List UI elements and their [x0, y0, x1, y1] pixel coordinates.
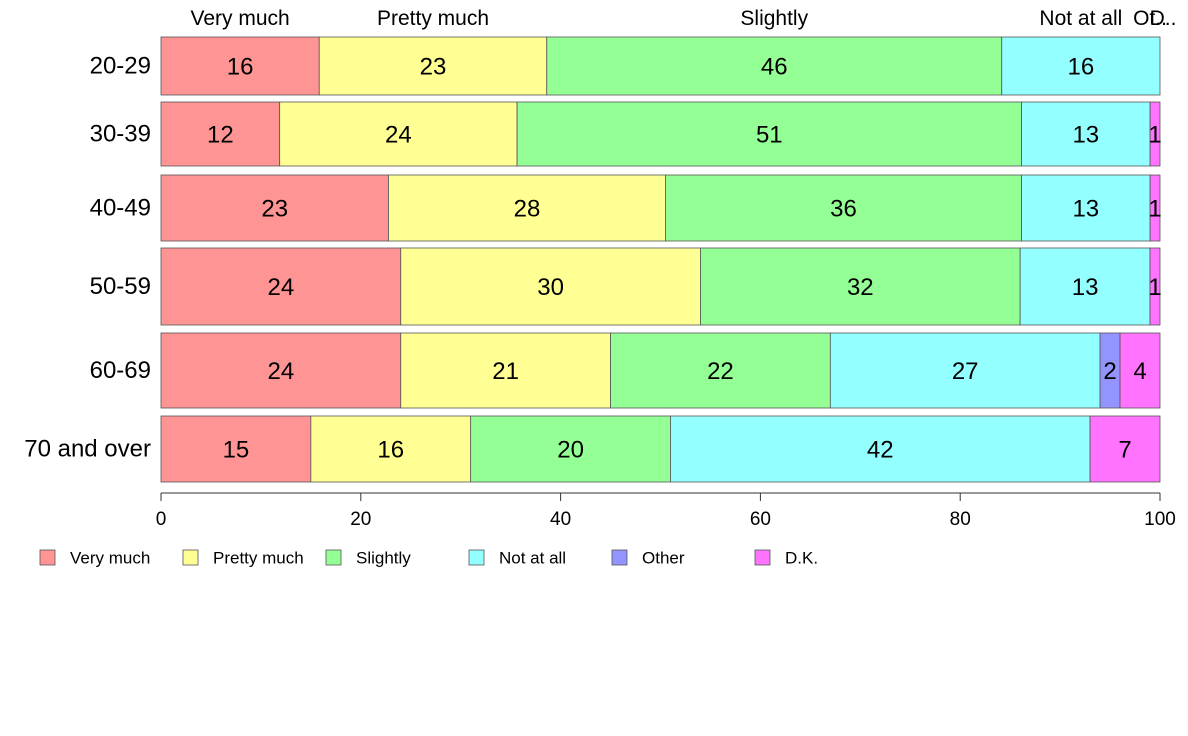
- bar-value-label: 13: [1072, 122, 1099, 149]
- bar-value-label: 30: [537, 274, 564, 301]
- bar-value-label: 16: [1068, 54, 1095, 81]
- bar-value-label: 7: [1118, 437, 1131, 464]
- bar-value-label: 23: [261, 196, 288, 223]
- legend-swatch: [468, 549, 485, 566]
- bar-segment: [1019, 247, 1151, 326]
- bar-value-label: 15: [223, 437, 250, 464]
- bar-value-label: 13: [1072, 196, 1099, 223]
- bar-segment: [310, 415, 472, 483]
- bar-segment: [1149, 101, 1161, 167]
- x-tick-label: 100: [1144, 509, 1176, 530]
- bar-value-label: 36: [830, 196, 857, 223]
- bar-segment: [1001, 36, 1161, 96]
- legend-swatch: [611, 549, 628, 566]
- bar-segment: [1119, 332, 1161, 409]
- bar-segment: [829, 332, 1101, 409]
- bar-segment: [700, 247, 1021, 326]
- legend-label: Slightly: [356, 549, 411, 568]
- bar-value-label: 16: [377, 437, 404, 464]
- legend-label: D.K.: [785, 549, 818, 568]
- top-category-label: Very much: [191, 7, 290, 30]
- bar-segment: [400, 332, 611, 409]
- bar-value-label: 13: [1072, 274, 1099, 301]
- legend-label: Very much: [70, 549, 150, 568]
- top-category-label: Not at all: [1039, 7, 1122, 30]
- bar-value-label: 1: [1148, 274, 1161, 301]
- legend-label: Pretty much: [213, 549, 304, 568]
- bar-segment: [160, 332, 402, 409]
- bar-segment: [318, 36, 548, 96]
- bar-value-label: 1: [1148, 196, 1161, 223]
- bar-value-label: 42: [867, 437, 894, 464]
- legend-swatch: [39, 549, 56, 566]
- bar-segment: [1021, 174, 1151, 242]
- legend-swatch: [182, 549, 199, 566]
- x-tick-label: 40: [550, 509, 571, 530]
- row-label: 70 and over: [24, 436, 151, 463]
- bar-value-label: 16: [227, 54, 254, 81]
- bar-segment: [516, 101, 1022, 167]
- x-tick-label: 0: [156, 509, 167, 530]
- bar-value-label: 2: [1103, 358, 1116, 385]
- bar-segment: [160, 415, 312, 483]
- top-category-labels: Very much Pretty much Slightly Not at all Ot…: [191, 7, 1177, 30]
- bar-segment: [670, 415, 1091, 483]
- bar-segment: [400, 247, 701, 326]
- bar-value-label: 24: [385, 122, 412, 149]
- x-tick-label: 20: [350, 509, 371, 530]
- bar-segment: [1021, 101, 1151, 167]
- bar-value-label: 12: [207, 122, 234, 149]
- bar-value-label: 21: [492, 358, 519, 385]
- x-tick-label: 60: [750, 509, 771, 530]
- bar-value-label: 27: [952, 358, 979, 385]
- bar-segment: [160, 247, 402, 326]
- bar-segment: [388, 174, 666, 242]
- legend-swatch: [754, 549, 771, 566]
- bar-segment: [160, 174, 389, 242]
- bar-value-label: 28: [514, 196, 541, 223]
- top-category-label: Slightly: [740, 7, 808, 30]
- bar-value-label: 23: [420, 54, 447, 81]
- x-tick-label: 80: [950, 509, 971, 530]
- row-label: 20-29: [90, 53, 151, 80]
- bar-segment: [160, 101, 281, 167]
- top-category-label: D..: [1150, 7, 1177, 30]
- bar-value-label: 32: [847, 274, 874, 301]
- bar-segment: [279, 101, 518, 167]
- x-axis: 0 20 40 60 80 100: [156, 492, 1176, 530]
- bar-value-label: 24: [268, 274, 295, 301]
- row-labels: 20-29 30-39 40-49 50-59 60-69 70 and over: [24, 53, 151, 463]
- top-category-label: Ot..: [1133, 7, 1167, 30]
- top-category-label: Pretty much: [377, 7, 489, 30]
- legend: Very much Pretty much Slightly Not at all Ot…: [39, 549, 818, 568]
- bar-segment: [1149, 174, 1161, 242]
- bar-segment: [665, 174, 1022, 242]
- bar-segment: [1089, 415, 1161, 483]
- row-label: 40-49: [90, 195, 151, 222]
- bar-value-label: 46: [761, 54, 788, 81]
- legend-swatch: [325, 549, 342, 566]
- bar-value-label: 24: [268, 358, 295, 385]
- bar-segment: [1149, 247, 1161, 326]
- row-label: 30-39: [90, 121, 151, 148]
- bar-value-label: 51: [756, 122, 783, 149]
- bar-segment: [470, 415, 671, 483]
- row-label: 50-59: [90, 273, 151, 300]
- bar-value-label: 1: [1148, 122, 1161, 149]
- legend-label: Other: [642, 549, 685, 568]
- bar-value-label: 4: [1133, 358, 1146, 385]
- row-label: 60-69: [90, 357, 151, 384]
- bar-segment: [610, 332, 831, 409]
- legend-label: Not at all: [499, 549, 566, 568]
- bar-value-label: 22: [707, 358, 734, 385]
- bar-value-label: 20: [557, 437, 584, 464]
